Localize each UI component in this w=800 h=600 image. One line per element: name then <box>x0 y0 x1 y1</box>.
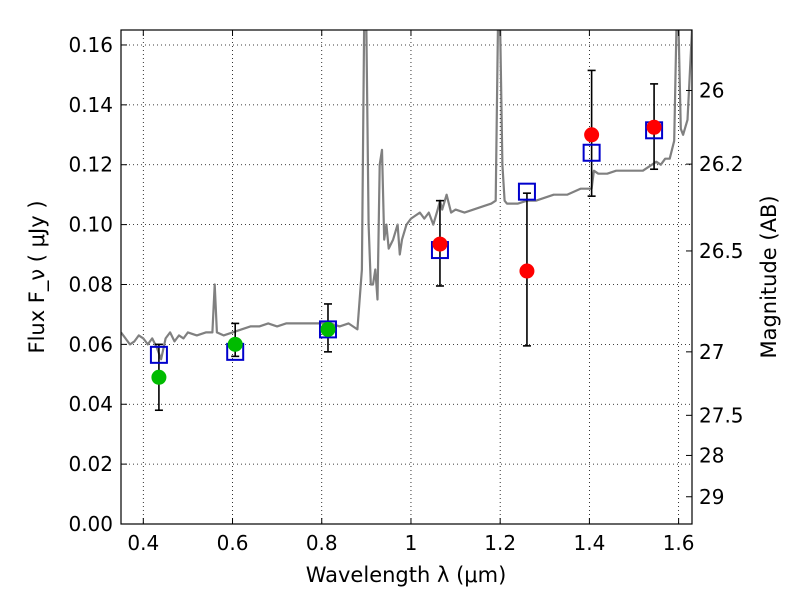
y-tick-label: 0.00 <box>68 512 113 536</box>
y2-axis-label: Magnitude (AB) <box>757 195 781 358</box>
x-tick-label: 0.6 <box>217 531 249 555</box>
y2-tick-label: 27.5 <box>699 403 744 427</box>
y2-tick-label: 27 <box>699 340 724 364</box>
right-magnitude-axis-ticks: 26 26.2 26.5 27 27.5 28 29 <box>686 78 744 509</box>
x-tick-label: 1.4 <box>573 531 605 555</box>
y2-tick-label: 26.5 <box>699 239 744 263</box>
red-data-point <box>432 236 448 252</box>
green-data-point <box>227 336 243 352</box>
data-markers <box>149 119 664 385</box>
grid-lines <box>121 30 692 525</box>
spectrum-layer <box>121 30 692 361</box>
y-tick-label: 0.10 <box>68 213 113 237</box>
x-tick-label: 1.2 <box>484 531 516 555</box>
x-tick-label: 0.8 <box>306 531 338 555</box>
red-data-point <box>584 127 600 143</box>
y-axis-ticks: 0.00 0.02 0.04 0.06 0.08 0.10 0.12 0.14 0.16 <box>68 33 127 536</box>
plot-frame <box>120 29 693 525</box>
x-tick-label: 1.6 <box>663 531 695 555</box>
y2-tick-label: 28 <box>699 443 724 467</box>
red-data-point <box>519 263 535 279</box>
y-tick-label: 0.14 <box>68 93 113 117</box>
green-data-point <box>320 321 336 337</box>
x-axis-ticks: 0.4 0.6 0.8 1 1.2 1.4 1.6 <box>127 30 695 555</box>
spectrum-line <box>121 30 692 361</box>
y2-tick-label: 29 <box>699 485 724 509</box>
x-axis-label: Wavelength λ (μm) <box>306 563 507 587</box>
y-tick-label: 0.02 <box>68 452 113 476</box>
red-data-point <box>646 119 662 135</box>
model-square-marker <box>318 320 337 339</box>
y-tick-label: 0.16 <box>68 33 113 57</box>
x-tick-label: 1 <box>405 531 418 555</box>
y-tick-label: 0.12 <box>68 153 113 177</box>
x-tick-label: 0.4 <box>127 531 159 555</box>
green-data-point <box>151 369 167 385</box>
y-tick-label: 0.06 <box>68 332 113 356</box>
model-square-marker <box>517 182 536 201</box>
y2-tick-label: 26.2 <box>699 152 744 176</box>
y-axis-label: Flux F_ν ( μJy ) <box>25 200 50 353</box>
y2-tick-label: 26 <box>699 78 724 102</box>
y-tick-label: 0.08 <box>68 272 113 296</box>
y-tick-label: 0.04 <box>68 392 113 416</box>
model-square-marker <box>149 345 168 364</box>
model-square-marker <box>582 143 601 162</box>
